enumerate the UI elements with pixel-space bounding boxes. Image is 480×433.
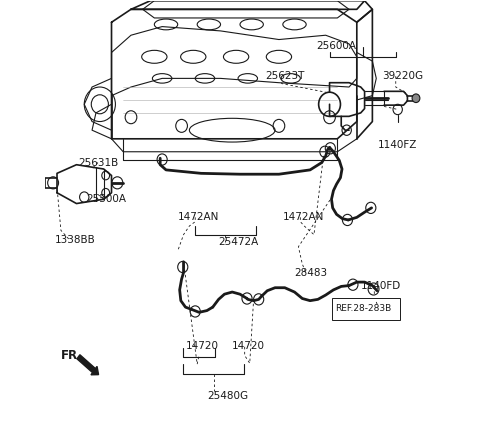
Text: 1338BB: 1338BB [55,235,96,245]
Text: 25472A: 25472A [218,237,259,247]
Text: 25631B: 25631B [78,158,119,168]
Circle shape [412,94,420,103]
Text: 25480G: 25480G [207,391,248,401]
Text: 25623T: 25623T [265,71,305,81]
Text: 1472AN: 1472AN [283,211,324,222]
Text: 25600A: 25600A [316,41,356,51]
Text: FR.: FR. [61,349,83,362]
Text: REF.28-283B: REF.28-283B [336,304,392,313]
Text: 25500A: 25500A [86,194,126,204]
Text: 14720: 14720 [185,341,218,351]
Text: 1472AN: 1472AN [178,211,219,222]
FancyArrow shape [77,355,98,375]
Text: 28483: 28483 [295,268,328,278]
Text: 1140FZ: 1140FZ [378,140,418,150]
Text: 39220G: 39220G [382,71,423,81]
Text: 1140FD: 1140FD [360,281,401,291]
Text: 14720: 14720 [232,341,265,351]
